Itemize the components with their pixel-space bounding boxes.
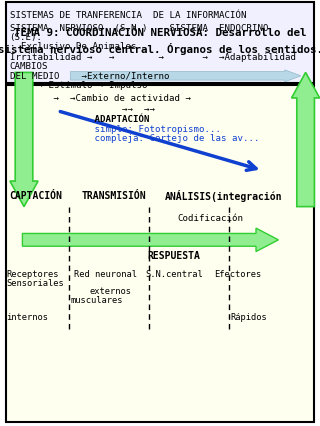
Text: SISTEMAS DE TRANFERENCIA  DE LA INFORMACIÓN: SISTEMAS DE TRANFERENCIA DE LA INFORMACI… [10, 11, 246, 20]
Text: musculares: musculares [70, 296, 123, 305]
Text: → Estímulo → Impulso: → Estímulo → Impulso [10, 81, 147, 90]
Text: Efectores: Efectores [214, 270, 262, 279]
Text: TEMA 9: COORDINACIÓN NERVIOSA: Desarrollo del
sistema nervioso central. Órganos : TEMA 9: COORDINACIÓN NERVIOSA: Desarroll… [0, 28, 320, 55]
Text: ADAPTACIÓN: ADAPTACIÓN [45, 115, 149, 124]
Text: DEL MEDIO    →Externo/Interno: DEL MEDIO →Externo/Interno [10, 71, 169, 81]
Text: RESPUESTA: RESPUESTA [147, 251, 200, 262]
FancyBboxPatch shape [6, 2, 314, 83]
Text: Irritabilidad →   →        →       →  →Adaptabilidad: Irritabilidad → → → → →Adaptabilidad [10, 52, 296, 62]
Text: ANÁLISIS(integración: ANÁLISIS(integración [165, 190, 282, 202]
Text: compleja: Cortejo de las av...: compleja: Cortejo de las av... [45, 134, 259, 144]
Text: (S.E).: (S.E). [10, 33, 43, 42]
Text: · Exclusivo De Animales: · Exclusivo De Animales [10, 42, 136, 52]
FancyArrow shape [70, 70, 301, 82]
Text: Rápidos: Rápidos [230, 313, 267, 322]
Text: Codificación: Codificación [178, 213, 244, 223]
Text: Receptores: Receptores [6, 270, 59, 279]
Text: →  →Cambio de actividad →: → →Cambio de actividad → [26, 94, 191, 104]
Text: CAPTACIÓN: CAPTACIÓN [10, 191, 62, 201]
Text: internos: internos [6, 313, 48, 322]
Text: SISTEMA  NERVIOSO  (S.N.)    SISTEMA  ENDOCRINO: SISTEMA NERVIOSO (S.N.) SISTEMA ENDOCRIN… [10, 23, 268, 33]
FancyArrow shape [10, 72, 38, 207]
Text: Sensoriales: Sensoriales [6, 279, 64, 288]
FancyArrow shape [292, 72, 320, 207]
FancyBboxPatch shape [6, 85, 314, 422]
Text: Red neuronal: Red neuronal [74, 270, 137, 279]
Text: TRANSMISIÓN: TRANSMISIÓN [82, 191, 146, 201]
Text: →→  →→: →→ →→ [45, 105, 155, 114]
FancyArrow shape [22, 228, 278, 251]
Text: externos: externos [90, 287, 132, 296]
Text: simple: Fototropismo...: simple: Fototropismo... [45, 124, 221, 134]
Text: S.N.central: S.N.central [146, 270, 203, 279]
Text: CAMBIOS: CAMBIOS [10, 62, 48, 71]
